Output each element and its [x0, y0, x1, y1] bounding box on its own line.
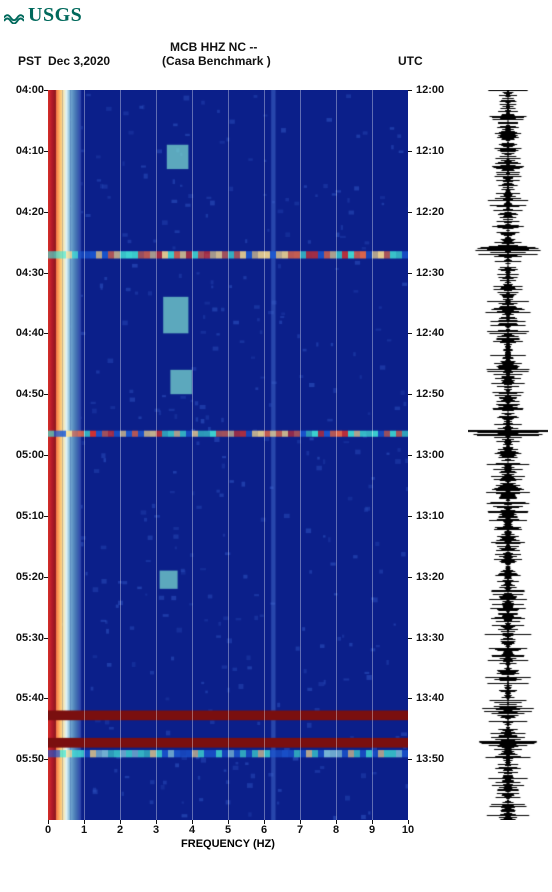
ytick-left: 04:40 — [8, 327, 44, 339]
tick-mark — [120, 820, 121, 824]
tick-mark — [408, 455, 412, 456]
ytick-right: 12:20 — [416, 206, 456, 218]
ytick-right: 12:50 — [416, 388, 456, 400]
tick-mark — [44, 638, 48, 639]
xtick: 9 — [369, 824, 375, 836]
xtick: 4 — [189, 824, 195, 836]
ytick-left: 05:30 — [8, 632, 44, 644]
gridline — [84, 90, 85, 820]
tick-mark — [408, 638, 412, 639]
ytick-left: 05:40 — [8, 692, 44, 704]
xtick: 5 — [225, 824, 231, 836]
tick-mark — [408, 698, 412, 699]
tick-mark — [44, 90, 48, 91]
tick-mark — [44, 333, 48, 334]
xtick: 2 — [117, 824, 123, 836]
tick-mark — [44, 151, 48, 152]
tick-mark — [228, 820, 229, 824]
seismogram-waveform — [468, 90, 548, 820]
ytick-right: 12:40 — [416, 327, 456, 339]
timezone-right-label: UTC — [398, 54, 423, 68]
tick-mark — [408, 759, 412, 760]
date-label: Dec 3,2020 — [48, 54, 110, 68]
tick-mark — [408, 820, 409, 824]
tick-mark — [84, 820, 85, 824]
gridline — [228, 90, 229, 820]
gridline — [264, 90, 265, 820]
gridline — [120, 90, 121, 820]
x-axis-label: FREQUENCY (HZ) — [48, 838, 408, 850]
tick-mark — [408, 577, 412, 578]
ytick-left: 04:20 — [8, 206, 44, 218]
station-subtitle: (Casa Benchmark ) — [162, 54, 271, 68]
ytick-right: 13:20 — [416, 571, 456, 583]
ytick-left: 05:00 — [8, 449, 44, 461]
ytick-right: 13:30 — [416, 632, 456, 644]
usgs-logo-text: USGS — [28, 4, 82, 27]
ytick-left: 04:00 — [8, 84, 44, 96]
ytick-right: 12:10 — [416, 145, 456, 157]
gridline — [300, 90, 301, 820]
tick-mark — [408, 333, 412, 334]
xtick: 7 — [297, 824, 303, 836]
tick-mark — [192, 820, 193, 824]
tick-mark — [408, 273, 412, 274]
ytick-right: 12:30 — [416, 267, 456, 279]
ytick-left: 04:30 — [8, 267, 44, 279]
usgs-logo: USGS — [4, 4, 82, 27]
tick-mark — [336, 820, 337, 824]
gridline — [372, 90, 373, 820]
ytick-left: 04:10 — [8, 145, 44, 157]
tick-mark — [44, 577, 48, 578]
tick-mark — [44, 212, 48, 213]
tick-mark — [408, 151, 412, 152]
tick-mark — [44, 759, 48, 760]
usgs-wave-icon — [4, 8, 24, 24]
tick-mark — [372, 820, 373, 824]
xtick: 8 — [333, 824, 339, 836]
xtick: 1 — [81, 824, 87, 836]
xtick: 0 — [45, 824, 51, 836]
tick-mark — [300, 820, 301, 824]
gridline — [192, 90, 193, 820]
tick-mark — [44, 394, 48, 395]
ytick-right: 13:00 — [416, 449, 456, 461]
ytick-right: 13:40 — [416, 692, 456, 704]
tick-mark — [156, 820, 157, 824]
ytick-right: 13:50 — [416, 753, 456, 765]
ytick-left: 04:50 — [8, 388, 44, 400]
gridline — [156, 90, 157, 820]
tick-mark — [44, 698, 48, 699]
ytick-right: 13:10 — [416, 510, 456, 522]
tick-mark — [408, 90, 412, 91]
tick-mark — [408, 516, 412, 517]
tick-mark — [44, 455, 48, 456]
station-id: MCB HHZ NC -- — [170, 40, 257, 54]
tick-mark — [48, 820, 49, 824]
tick-mark — [44, 273, 48, 274]
ytick-left: 05:50 — [8, 753, 44, 765]
tick-mark — [44, 516, 48, 517]
timezone-left-label: PST — [18, 54, 41, 68]
tick-mark — [408, 212, 412, 213]
tick-mark — [408, 394, 412, 395]
gridline — [336, 90, 337, 820]
ytick-left: 05:20 — [8, 571, 44, 583]
ytick-right: 12:00 — [416, 84, 456, 96]
xtick: 3 — [153, 824, 159, 836]
xtick: 10 — [402, 824, 414, 836]
xtick: 6 — [261, 824, 267, 836]
ytick-left: 05:10 — [8, 510, 44, 522]
tick-mark — [264, 820, 265, 824]
